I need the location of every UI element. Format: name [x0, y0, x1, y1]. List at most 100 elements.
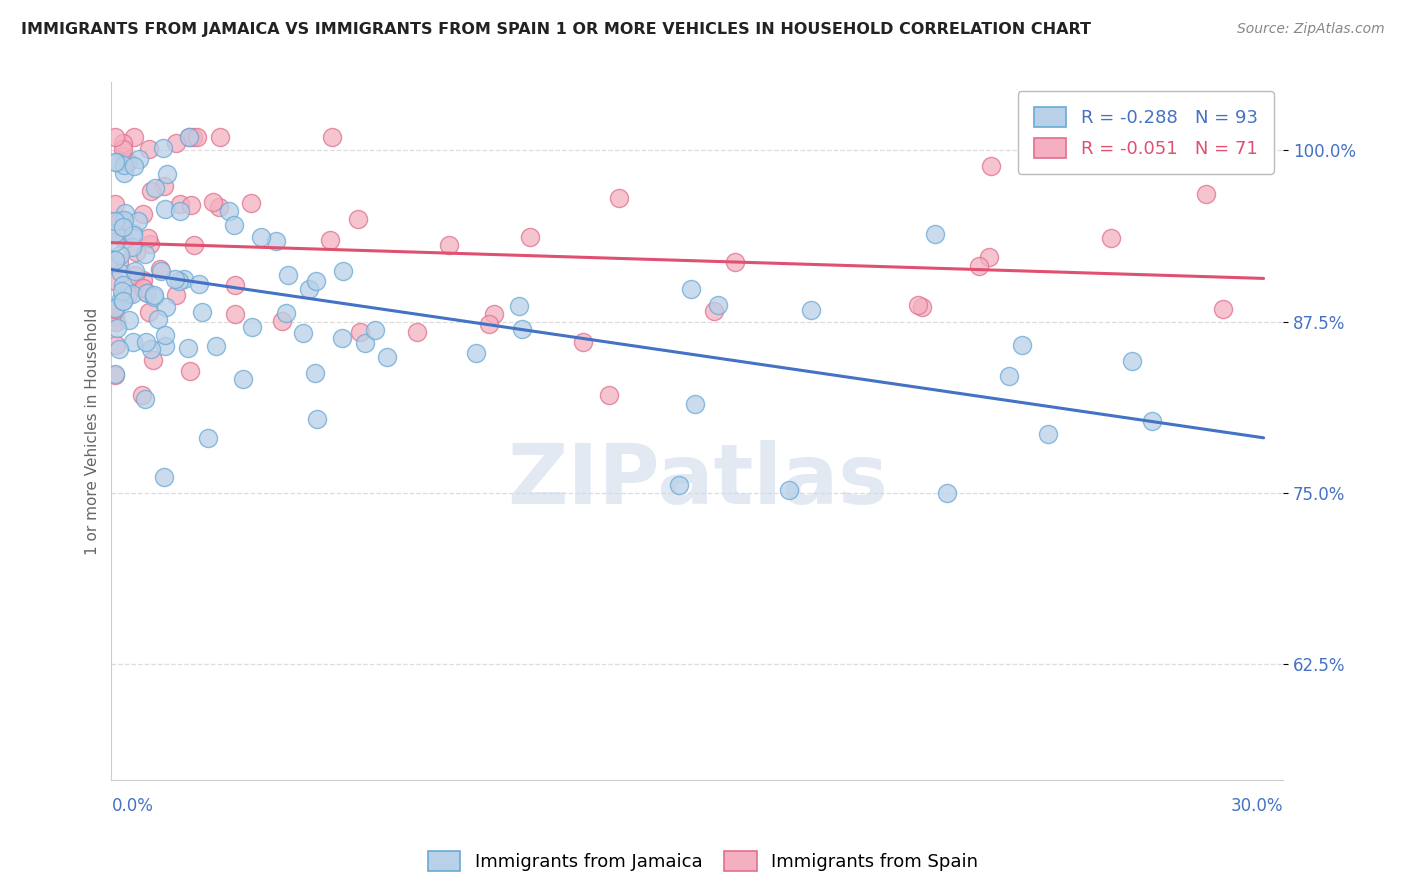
Point — [105, 315, 128, 329]
Point — [292, 326, 315, 340]
Point — [153, 328, 176, 343]
Text: 0.0%: 0.0% — [111, 797, 153, 814]
Point — [169, 196, 191, 211]
Legend: R = -0.288   N = 93, R = -0.051   N = 71: R = -0.288 N = 93, R = -0.051 N = 71 — [1018, 91, 1274, 174]
Point — [121, 334, 143, 349]
Point — [104, 301, 127, 316]
Point — [187, 277, 209, 292]
Point — [1036, 427, 1059, 442]
Point — [153, 470, 176, 484]
Point — [179, 364, 201, 378]
Point — [980, 159, 1002, 173]
Point — [104, 227, 127, 241]
Y-axis label: 1 or more Vehicles in Household: 1 or more Vehicles in Household — [86, 308, 100, 555]
Point — [167, 274, 190, 288]
Point — [146, 312, 169, 326]
Point — [998, 369, 1021, 384]
Point — [125, 244, 148, 259]
Point — [907, 298, 929, 312]
Point — [911, 300, 934, 314]
Point — [152, 179, 174, 194]
Point — [1099, 231, 1122, 245]
Point — [104, 196, 127, 211]
Point — [375, 350, 398, 364]
Point — [274, 306, 297, 320]
Point — [138, 304, 160, 318]
Point — [165, 287, 187, 301]
Point — [132, 206, 155, 220]
Point — [598, 388, 620, 402]
Point — [124, 268, 146, 282]
Point — [110, 292, 132, 306]
Point — [108, 213, 131, 227]
Point — [143, 287, 166, 301]
Point — [707, 298, 730, 312]
Point — [405, 325, 427, 339]
Point — [141, 343, 163, 357]
Point — [332, 264, 354, 278]
Point — [105, 338, 128, 352]
Point — [607, 192, 630, 206]
Point — [346, 211, 368, 226]
Point — [800, 303, 823, 318]
Point — [437, 238, 460, 252]
Point — [482, 307, 505, 321]
Point — [121, 240, 143, 254]
Point — [703, 304, 725, 318]
Point — [108, 248, 131, 262]
Point — [183, 238, 205, 252]
Point — [240, 319, 263, 334]
Point — [1140, 414, 1163, 428]
Point — [139, 237, 162, 252]
Point — [121, 287, 143, 301]
Point — [304, 366, 326, 380]
Point — [977, 250, 1000, 264]
Point — [104, 154, 127, 169]
Point — [197, 431, 219, 445]
Point — [131, 388, 153, 402]
Point — [249, 230, 271, 244]
Point — [190, 305, 212, 319]
Point — [218, 204, 240, 219]
Point — [186, 129, 208, 144]
Point — [465, 345, 488, 359]
Point — [205, 339, 228, 353]
Point — [105, 227, 128, 241]
Point — [224, 277, 246, 292]
Point — [935, 486, 957, 500]
Point — [122, 129, 145, 144]
Point — [112, 278, 135, 293]
Point — [104, 235, 127, 249]
Point — [107, 255, 129, 269]
Point — [128, 153, 150, 167]
Point — [208, 201, 231, 215]
Point — [107, 155, 129, 169]
Point — [181, 129, 204, 144]
Point — [165, 272, 187, 286]
Point — [111, 284, 134, 298]
Point — [668, 477, 690, 491]
Point — [364, 323, 387, 337]
Point — [155, 300, 177, 314]
Point — [136, 231, 159, 245]
Point — [305, 274, 328, 288]
Point — [132, 273, 155, 287]
Point — [114, 166, 136, 180]
Point — [112, 293, 135, 308]
Point — [104, 129, 127, 144]
Point — [508, 299, 530, 313]
Point — [156, 167, 179, 181]
Point — [104, 252, 127, 267]
Point — [1212, 301, 1234, 316]
Point — [134, 247, 156, 261]
Point — [305, 412, 328, 426]
Point — [240, 196, 263, 211]
Point — [117, 154, 139, 169]
Point — [122, 227, 145, 242]
Point — [110, 266, 132, 280]
Point — [1011, 337, 1033, 351]
Point — [104, 310, 127, 325]
Point — [264, 234, 287, 248]
Point — [298, 282, 321, 296]
Point — [104, 274, 127, 288]
